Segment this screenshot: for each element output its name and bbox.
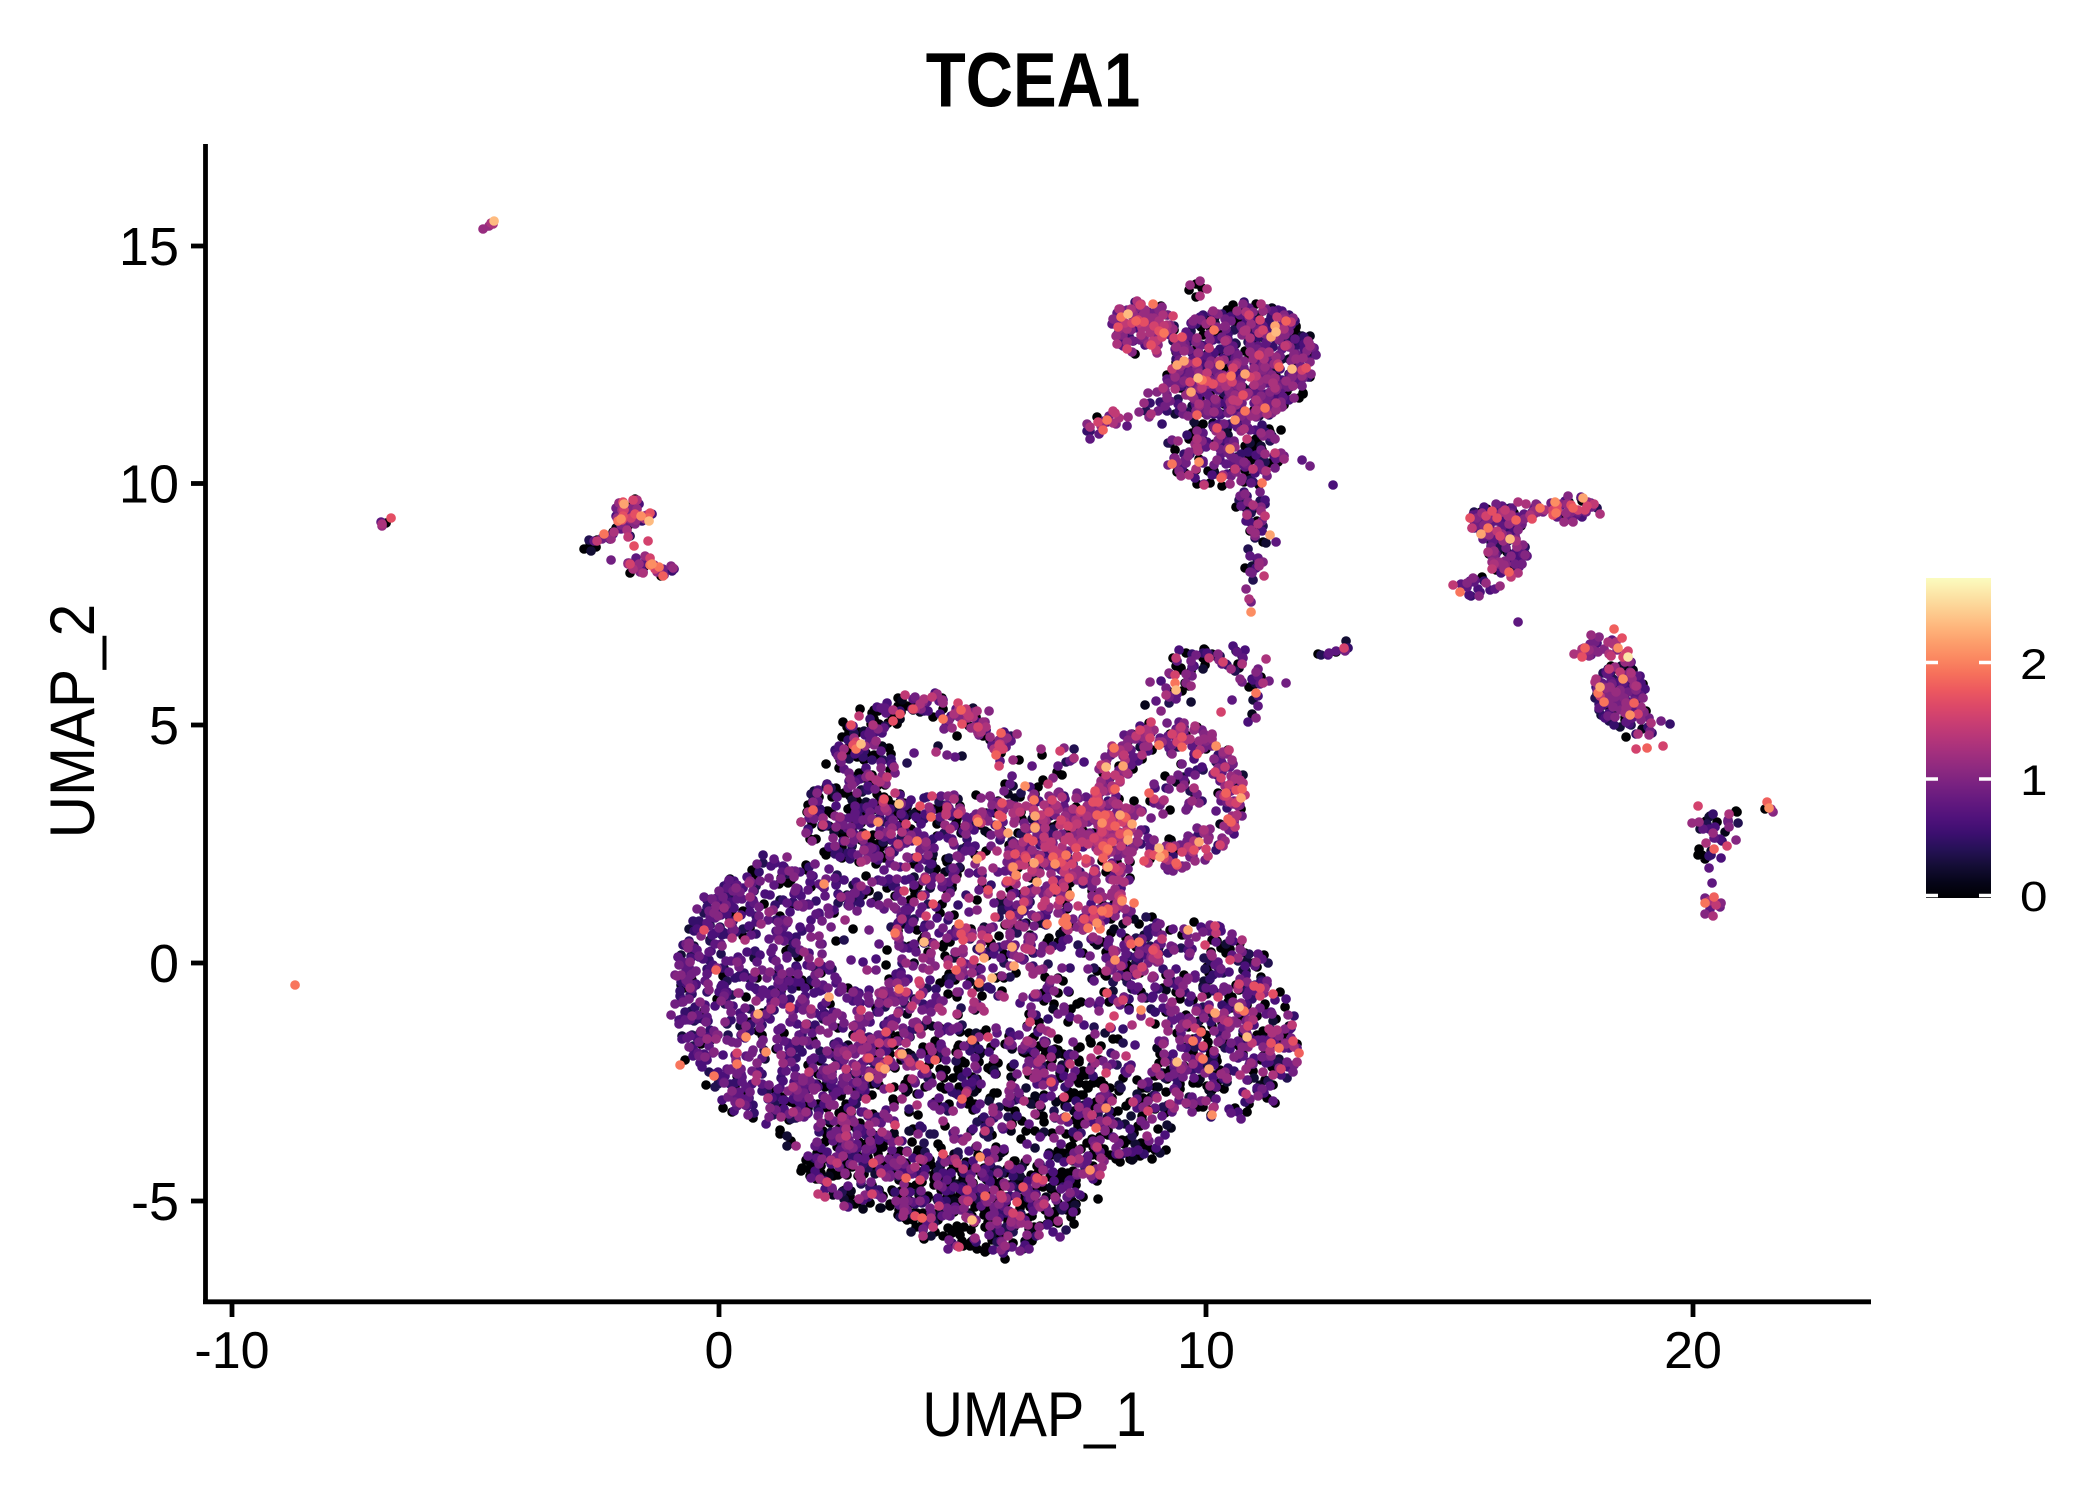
svg-text:20: 20 — [1664, 1322, 1722, 1380]
svg-text:-10: -10 — [194, 1322, 269, 1380]
svg-text:10: 10 — [1177, 1322, 1235, 1380]
svg-text:10: 10 — [119, 455, 179, 515]
svg-text:UMAP_2: UMAP_2 — [37, 604, 107, 838]
svg-text:-5: -5 — [131, 1172, 179, 1232]
svg-text:0: 0 — [705, 1322, 734, 1380]
svg-text:0: 0 — [149, 934, 179, 994]
svg-text:2: 2 — [2020, 640, 2047, 688]
svg-text:5: 5 — [149, 696, 179, 756]
svg-text:TCEA1: TCEA1 — [926, 38, 1141, 124]
svg-text:0: 0 — [2020, 872, 2047, 920]
svg-text:1: 1 — [2020, 756, 2047, 804]
svg-text:UMAP_1: UMAP_1 — [922, 1379, 1146, 1450]
svg-text:15: 15 — [119, 217, 179, 277]
